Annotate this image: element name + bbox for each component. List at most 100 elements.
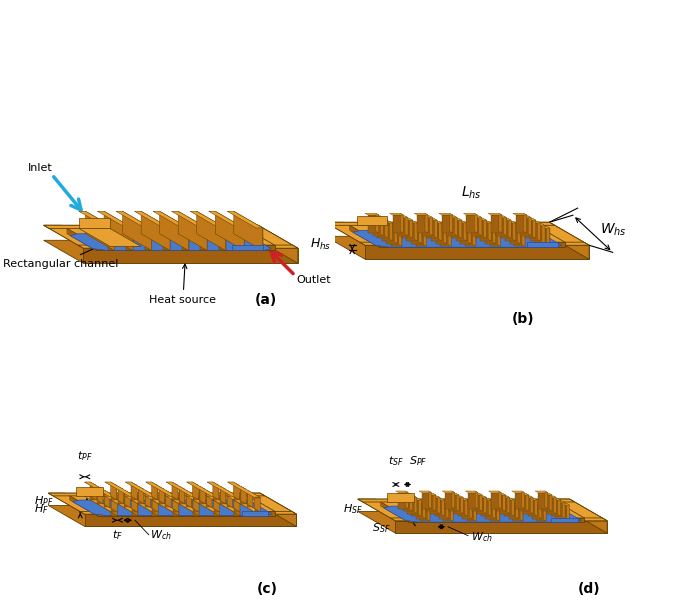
Polygon shape [523,497,533,514]
Polygon shape [131,496,158,515]
Polygon shape [423,501,426,518]
Polygon shape [106,494,117,497]
Polygon shape [78,245,298,248]
Polygon shape [380,216,384,236]
Polygon shape [504,500,514,516]
Polygon shape [557,503,569,505]
Polygon shape [145,490,151,508]
Polygon shape [200,228,207,250]
Polygon shape [520,496,533,497]
Polygon shape [126,228,133,250]
Polygon shape [220,490,226,503]
Polygon shape [146,496,178,512]
Polygon shape [111,494,117,512]
Polygon shape [206,493,212,508]
Polygon shape [446,218,457,236]
Polygon shape [396,491,408,493]
Polygon shape [536,227,549,228]
Polygon shape [432,499,444,500]
Text: (a): (a) [255,293,277,307]
Polygon shape [470,493,482,495]
Polygon shape [92,487,103,490]
Polygon shape [464,213,477,215]
Polygon shape [547,497,556,514]
Polygon shape [544,496,556,497]
Polygon shape [422,218,433,236]
Polygon shape [448,218,462,220]
Polygon shape [151,482,158,500]
Text: $t_{SF}$: $t_{SF}$ [388,454,404,468]
Polygon shape [437,227,451,228]
Polygon shape [403,495,413,511]
Polygon shape [511,499,514,516]
Polygon shape [379,221,392,223]
Polygon shape [105,482,138,497]
Polygon shape [473,503,476,521]
Polygon shape [193,512,199,515]
Polygon shape [428,491,431,509]
Polygon shape [437,496,440,514]
Polygon shape [213,496,240,515]
Polygon shape [44,240,298,263]
Polygon shape [325,236,589,259]
Polygon shape [465,228,475,247]
Polygon shape [73,500,272,515]
Polygon shape [388,227,402,228]
Text: $H_{hs}$: $H_{hs}$ [310,237,331,252]
Polygon shape [178,211,207,250]
Polygon shape [234,211,263,250]
Polygon shape [228,494,240,497]
Polygon shape [111,512,117,515]
Polygon shape [446,493,459,495]
Text: $H_{F}$: $H_{F}$ [34,502,49,515]
Polygon shape [358,499,413,521]
Polygon shape [247,490,253,508]
Polygon shape [352,230,562,247]
Polygon shape [473,227,475,247]
Polygon shape [513,221,515,241]
Polygon shape [406,491,408,509]
Polygon shape [516,493,529,495]
Polygon shape [448,227,451,247]
Polygon shape [193,497,199,512]
Polygon shape [234,497,240,512]
Polygon shape [146,482,178,497]
Polygon shape [545,491,548,509]
Polygon shape [505,223,515,241]
Polygon shape [500,497,510,514]
Text: $W_{ch}$: $W_{ch}$ [150,528,172,542]
Text: $L_{hs}$: $L_{hs}$ [461,184,482,201]
Polygon shape [414,221,417,241]
Polygon shape [350,226,379,247]
Polygon shape [151,496,178,515]
Polygon shape [214,512,220,515]
Polygon shape [451,496,464,497]
Polygon shape [504,216,507,236]
Polygon shape [458,500,468,516]
Polygon shape [135,211,170,228]
Polygon shape [513,213,527,215]
Polygon shape [216,211,244,250]
Polygon shape [433,493,436,511]
Polygon shape [242,511,268,515]
Polygon shape [105,482,117,485]
Polygon shape [400,493,413,495]
Polygon shape [258,225,298,263]
Polygon shape [390,213,404,215]
Polygon shape [207,490,212,508]
Polygon shape [510,503,523,505]
Polygon shape [366,245,589,259]
Text: $W_{hs}$: $W_{hs}$ [600,222,627,238]
Polygon shape [377,220,388,238]
Polygon shape [536,505,546,521]
Polygon shape [173,512,178,515]
Text: Heat source: Heat source [149,264,216,305]
Polygon shape [489,491,501,493]
Polygon shape [417,503,430,505]
Polygon shape [99,490,110,493]
Polygon shape [325,222,384,245]
Polygon shape [533,503,546,505]
Polygon shape [80,511,296,514]
Polygon shape [419,224,422,244]
Text: $H_{SF}$: $H_{SF}$ [343,502,363,516]
